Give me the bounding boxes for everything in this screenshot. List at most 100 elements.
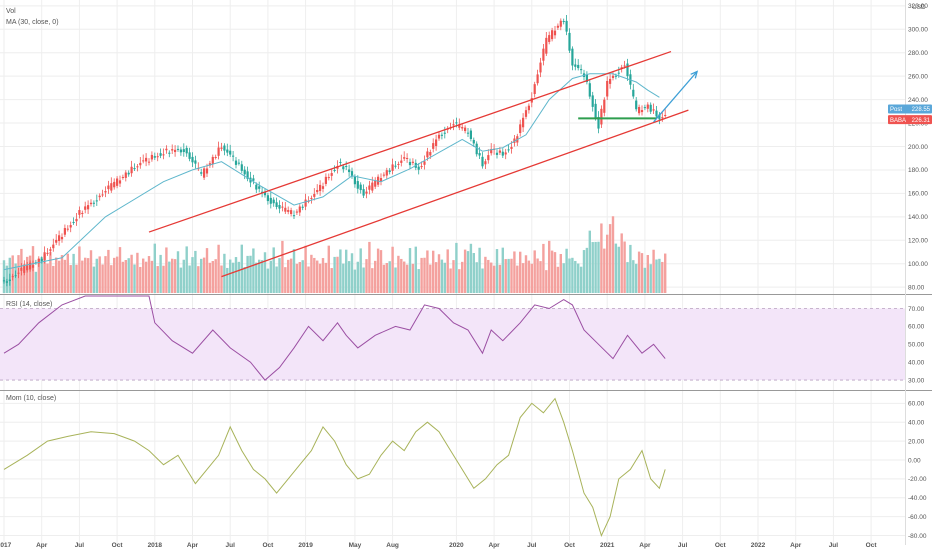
candle-body <box>359 184 362 191</box>
volume-bar <box>275 266 278 293</box>
volume-bar <box>49 251 52 293</box>
candle-body <box>8 279 11 282</box>
candle-body <box>504 152 507 155</box>
candle-body <box>278 204 281 209</box>
rsi-tick-label: 60.00 <box>908 324 925 331</box>
volume-bar <box>28 255 32 293</box>
candle-body <box>87 205 90 210</box>
volume-bar <box>107 249 110 293</box>
candle-body <box>243 169 246 175</box>
candle-body <box>81 212 84 215</box>
candle-body <box>348 169 351 173</box>
volume-bar <box>339 249 342 293</box>
volume-bar <box>530 263 533 293</box>
volume-bar <box>301 260 304 293</box>
volume-bar <box>600 223 603 293</box>
candle-body <box>156 156 159 158</box>
candle-body <box>440 134 443 136</box>
volume-bar <box>452 260 455 293</box>
volume-bar <box>521 263 525 293</box>
x-tick-label: Jul <box>75 542 85 549</box>
candle-body <box>319 184 322 192</box>
candle-body <box>292 215 296 217</box>
candle-body <box>388 170 391 173</box>
volume-bar <box>374 260 377 293</box>
volume-bar <box>330 268 333 293</box>
volume-bar <box>89 250 93 293</box>
candle-body <box>182 149 185 153</box>
volume-bar <box>136 252 139 293</box>
candle-body <box>52 244 55 249</box>
axes: 320.00300.00280.00260.00240.00220.00200.… <box>0 3 928 549</box>
volume-bar <box>63 259 67 293</box>
candle-body <box>92 202 95 204</box>
ma-label: MA (30, close, 0) <box>6 19 59 26</box>
volume-bar <box>345 249 348 293</box>
volume-bar <box>620 233 623 293</box>
candle-body <box>461 127 464 129</box>
candle-body <box>551 30 554 40</box>
candle-body <box>455 122 458 124</box>
x-tick-label: Oct <box>564 542 576 549</box>
volume-bar <box>565 248 568 293</box>
volume-bar <box>440 259 444 293</box>
volume-bar <box>478 247 481 293</box>
candle-body <box>58 235 61 241</box>
x-tick-label: 2022 <box>751 542 766 549</box>
volume-bar <box>14 263 17 293</box>
volume-bar <box>379 250 383 293</box>
candle-body <box>226 149 229 153</box>
volume-bar <box>359 248 362 293</box>
volume-bar <box>78 246 81 293</box>
candle-body <box>55 239 58 243</box>
price-tick-label: 180.00 <box>908 167 928 174</box>
badge-value: 228.55 <box>912 107 931 113</box>
volume-bar <box>469 243 473 293</box>
volume-bar <box>562 263 565 293</box>
candle-body <box>269 197 272 204</box>
volume-bar <box>661 261 664 293</box>
candle-body <box>635 100 638 110</box>
volume-bar <box>629 244 632 293</box>
badge-label: BABA <box>890 118 906 124</box>
candle-body <box>548 35 551 42</box>
x-tick-label: Apr <box>790 542 802 549</box>
volume-bar <box>553 252 557 293</box>
candle-body <box>179 149 182 153</box>
volume-bar <box>588 230 591 293</box>
candle-body <box>223 145 226 151</box>
candle-body <box>301 206 304 208</box>
volume-bar <box>623 241 626 293</box>
candle-body <box>611 75 615 78</box>
candle-body <box>104 191 107 193</box>
volume-bar <box>121 261 125 293</box>
volume-bar <box>527 260 531 293</box>
candle-body <box>205 168 209 174</box>
volume-bar <box>336 256 339 293</box>
candle-body <box>437 134 441 139</box>
candle-body <box>603 99 606 113</box>
candle-body <box>397 163 400 165</box>
candle-body <box>371 182 374 191</box>
candle-body <box>295 211 298 213</box>
candle-body <box>284 207 287 212</box>
volume-bar <box>310 254 313 293</box>
volume-bars <box>2 216 667 293</box>
volume-bar <box>182 259 185 293</box>
candle-body <box>101 194 104 196</box>
candle-body <box>588 83 591 97</box>
candle-body <box>124 172 127 178</box>
candle-body <box>217 147 220 156</box>
volume-bar <box>281 240 284 293</box>
candle-body <box>597 116 600 129</box>
price-tick-label: 240.00 <box>908 97 928 104</box>
candle-body <box>356 181 359 189</box>
candle-body <box>568 32 571 51</box>
candle-body <box>203 168 206 178</box>
volume-bar <box>516 265 519 293</box>
volume-bar <box>162 265 165 293</box>
x-tick-label: Apr <box>36 542 48 549</box>
candle-body <box>606 80 609 97</box>
volume-bar <box>611 216 615 293</box>
